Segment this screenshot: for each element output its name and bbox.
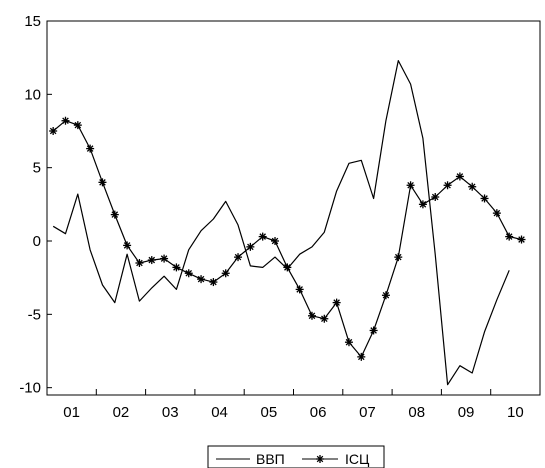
x-tick-label: 01 [63, 404, 80, 421]
y-tick-label: -5 [28, 306, 41, 323]
data-point-star [295, 285, 304, 294]
legend-label-vvp: ВВП [256, 451, 285, 467]
x-tick-label: 08 [408, 404, 425, 421]
data-point-star [172, 263, 181, 272]
legend-star-marker [316, 455, 324, 463]
series-line-0 [52, 59, 510, 386]
data-point-star [160, 254, 169, 263]
x-tick-label: 04 [211, 404, 228, 421]
data-point-star [61, 116, 70, 125]
x-tick-label: 07 [359, 404, 376, 421]
data-point-star [505, 232, 514, 241]
data-point-star [492, 209, 501, 218]
data-point-star [86, 144, 95, 153]
data-point-star [98, 178, 107, 187]
data-point-star [234, 253, 243, 262]
data-point-star [147, 256, 156, 265]
data-point-star [455, 172, 464, 181]
series-layer [49, 59, 526, 386]
data-point-star [418, 200, 427, 209]
legend: ВВП ІСЦ [207, 445, 385, 468]
series-line-1 [52, 120, 522, 358]
y-tick-label: 10 [24, 86, 41, 103]
x-tick-label: 03 [162, 404, 179, 421]
data-point-star [246, 242, 255, 251]
data-point-star [49, 127, 58, 135]
data-point-star [443, 181, 452, 190]
data-point-star [73, 121, 82, 130]
data-point-star [480, 194, 489, 203]
y-tick-label: 0 [33, 233, 41, 250]
data-point-star [221, 269, 230, 278]
legend-box [207, 445, 385, 468]
data-point-star [381, 291, 390, 300]
y-tick-label: -10 [19, 380, 41, 397]
data-point-star [394, 253, 403, 262]
data-point-star [517, 235, 526, 244]
data-point-star [271, 237, 280, 245]
data-point-star [357, 352, 366, 361]
y-axis: 15 10 5 0 -5 -10 [19, 13, 52, 397]
data-point-star [110, 210, 119, 219]
data-point-star [209, 278, 218, 287]
x-tick-label: 09 [458, 404, 475, 421]
legend-label-isc: ІСЦ [345, 451, 370, 467]
data-point-star [123, 241, 132, 250]
data-point-star [320, 314, 329, 323]
y-tick-label: 5 [33, 160, 41, 177]
data-point-star [406, 181, 415, 190]
x-axis: 01 02 03 04 05 06 07 08 09 10 [63, 389, 524, 421]
data-point-star [344, 338, 353, 347]
data-point-star [369, 326, 378, 335]
data-point-star [332, 298, 341, 307]
x-tick-label: 10 [507, 404, 524, 421]
y-tick-label: 15 [24, 13, 41, 30]
data-point-star [307, 311, 316, 320]
data-point-star [197, 275, 206, 284]
data-point-star [431, 193, 440, 201]
x-tick-label: 05 [261, 404, 278, 421]
data-point-star [184, 269, 193, 278]
legend-star-glyph [316, 455, 324, 463]
data-point-star [135, 259, 144, 267]
plot-frame [46, 20, 541, 396]
data-point-star [283, 263, 292, 272]
data-point-star [258, 232, 267, 241]
x-tick-label: 02 [113, 404, 130, 421]
x-tick-label: 06 [310, 404, 327, 421]
data-point-star [468, 182, 477, 191]
